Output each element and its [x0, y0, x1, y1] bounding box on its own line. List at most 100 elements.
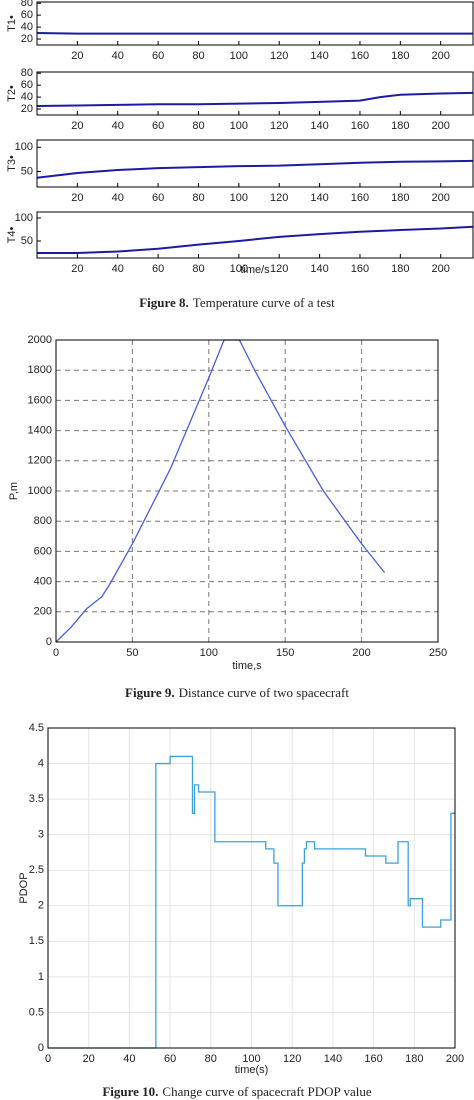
x-tick-label: 100 [200, 647, 218, 659]
x-tick-label: 140 [324, 1053, 342, 1065]
x-tick-label: 200 [446, 1053, 464, 1065]
x-tick-label: 200 [432, 192, 450, 204]
y-tick-label: 100 [15, 141, 33, 153]
x-tick-label: 20 [71, 192, 83, 204]
y-tick-label: 60 [21, 9, 33, 21]
x-tick-label: 50 [126, 647, 138, 659]
y-tick-label: 1800 [28, 364, 52, 376]
x-tick-label: 120 [283, 1053, 301, 1065]
x-tick-label: 40 [112, 263, 124, 275]
x-tick-label: 160 [351, 263, 369, 275]
x-tick-label: 80 [192, 192, 204, 204]
caption-text: Temperature curve of a test [193, 295, 335, 310]
x-tick-label: 160 [364, 1053, 382, 1065]
y-tick-label: 50 [21, 165, 33, 177]
x-tick-label: 20 [71, 50, 83, 62]
x-tick-label: 0 [45, 1053, 51, 1065]
x-tick-label: 180 [391, 263, 409, 275]
y-tick-label: 4.5 [29, 722, 44, 734]
y-tick-label: 100 [15, 212, 33, 224]
x-tick-label: 100 [242, 1053, 260, 1065]
y-tick-label: 50 [21, 235, 33, 247]
y-tick-label: 800 [34, 515, 52, 527]
x-tick-label: 60 [152, 263, 164, 275]
plot-frame [36, 1, 474, 46]
y-tick-label: 4 [38, 757, 44, 769]
x-tick-label: 60 [164, 1053, 176, 1065]
caption-text: Distance curve of two spacecraft [179, 685, 350, 700]
x-tick-label: 0 [53, 647, 59, 659]
y-tick-label: 40 [21, 91, 33, 103]
x-tick-label: 160 [351, 192, 369, 204]
x-tick-label: 180 [405, 1053, 423, 1065]
x-tick-label: 20 [83, 1053, 95, 1065]
y-tick-label: 200 [34, 606, 52, 618]
x-axis-label: time(s) [235, 1064, 269, 1076]
y-tick-label: 60 [21, 79, 33, 91]
data-line [36, 91, 474, 108]
x-tick-label: 180 [391, 192, 409, 204]
data-line [36, 32, 473, 35]
plot-frame [47, 727, 456, 1049]
caption-label: Figure 8. [139, 295, 189, 310]
data-line [48, 755, 455, 1049]
y-tick-label: 1.5 [29, 935, 44, 947]
figure-caption: Figure 9. Distance curve of two spacecraf… [125, 685, 349, 700]
caption-label: Figure 10. [102, 1084, 158, 1099]
y-tick-label: 2000 [28, 334, 52, 346]
y-tick-label: 1 [38, 971, 44, 983]
y-tick-label: 20 [21, 33, 33, 45]
x-tick-label: 140 [310, 50, 328, 62]
x-tick-label: 160 [351, 50, 369, 62]
y-tick-label: 3.5 [29, 793, 44, 805]
y-tick-label: 1200 [28, 455, 52, 467]
x-tick-label: 120 [270, 50, 288, 62]
x-axis-label: time,s [232, 660, 262, 672]
x-tick-label: 150 [276, 647, 294, 659]
x-tick-label: 140 [310, 120, 328, 132]
plot-frame [55, 339, 439, 643]
y-axis-label: T1• [6, 15, 18, 32]
y-axis-label: T3• [6, 155, 18, 172]
caption-label: Figure 9. [125, 685, 175, 700]
y-tick-label: 0.5 [29, 1006, 44, 1018]
x-tick-label: 40 [123, 1053, 135, 1065]
x-tick-label: 60 [152, 50, 164, 62]
caption-text: Change curve of spacecraft PDOP value [162, 1084, 371, 1099]
y-tick-label: 400 [34, 576, 52, 588]
x-axis-label: time/s [240, 264, 270, 276]
x-tick-label: 100 [230, 263, 248, 275]
y-tick-label: 1400 [28, 425, 52, 437]
y-tick-label: 80 [21, 67, 33, 79]
y-axis-label: T4• [6, 227, 18, 244]
x-tick-label: 80 [192, 120, 204, 132]
y-axis-label: T2• [6, 85, 18, 102]
x-tick-label: 80 [192, 50, 204, 62]
figure-caption: Figure 8. Temperature curve of a test [139, 295, 335, 310]
y-tick-label: 20 [21, 103, 33, 115]
x-tick-label: 140 [310, 263, 328, 275]
x-tick-label: 80 [205, 1053, 217, 1065]
x-tick-label: 40 [112, 120, 124, 132]
y-tick-label: 0 [46, 636, 52, 648]
x-tick-label: 40 [112, 192, 124, 204]
y-tick-label: 80 [21, 0, 33, 9]
x-tick-label: 100 [230, 192, 248, 204]
x-tick-label: 180 [391, 50, 409, 62]
x-tick-label: 180 [391, 120, 409, 132]
x-tick-label: 100 [230, 50, 248, 62]
x-tick-label: 250 [429, 647, 447, 659]
x-tick-label: 80 [192, 263, 204, 275]
y-tick-label: 2 [38, 900, 44, 912]
x-tick-label: 100 [230, 120, 248, 132]
y-tick-label: 2.5 [29, 864, 44, 876]
y-axis-label: P,m [8, 482, 20, 500]
y-tick-label: 3 [38, 829, 44, 841]
x-tick-label: 140 [310, 192, 328, 204]
x-tick-label: 40 [112, 50, 124, 62]
x-tick-label: 120 [270, 120, 288, 132]
x-tick-label: 200 [432, 50, 450, 62]
x-tick-label: 20 [71, 120, 83, 132]
